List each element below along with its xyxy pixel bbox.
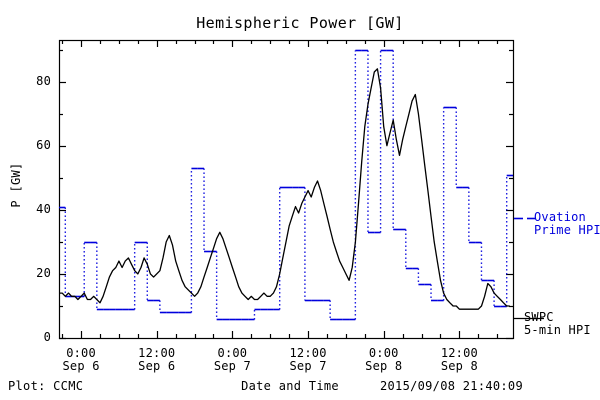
swpc-hpi-line	[59, 68, 510, 310]
y-axis-tick-label: 60	[36, 137, 51, 152]
x-axis-tick-label: 12:00 Sep 7	[289, 346, 327, 373]
x-axis-tick-label: 0:00 Sep 7	[213, 346, 251, 373]
y-axis-tick-label: 0	[43, 330, 51, 344]
legend-label-ovation-prime: Ovation Prime HPI	[534, 210, 600, 237]
legend-label-swpc: SWPC 5-min HPI	[524, 310, 591, 337]
y-axis-tick-label: 20	[36, 265, 51, 280]
x-axis-title: Date and Time	[241, 379, 339, 393]
plot-credit: Plot: CCMC	[8, 379, 84, 393]
plot-frame	[58, 39, 515, 340]
plot-title: Hemispheric Power [GW]	[196, 14, 404, 32]
y-axis-tick-label: 40	[36, 201, 51, 216]
y-axis-title: P [GW]	[9, 162, 23, 208]
x-axis-tick-label: 12:00 Sep 6	[138, 346, 176, 373]
x-axis-tick-label: 0:00 Sep 6	[62, 346, 100, 373]
plot-timestamp: 2015/09/08 21:40:09	[380, 379, 523, 393]
x-axis-tick-label: 0:00 Sep 8	[365, 346, 403, 373]
y-axis-tick-label: 80	[36, 73, 51, 88]
x-axis-tick-label: 12:00 Sep 8	[440, 346, 478, 373]
